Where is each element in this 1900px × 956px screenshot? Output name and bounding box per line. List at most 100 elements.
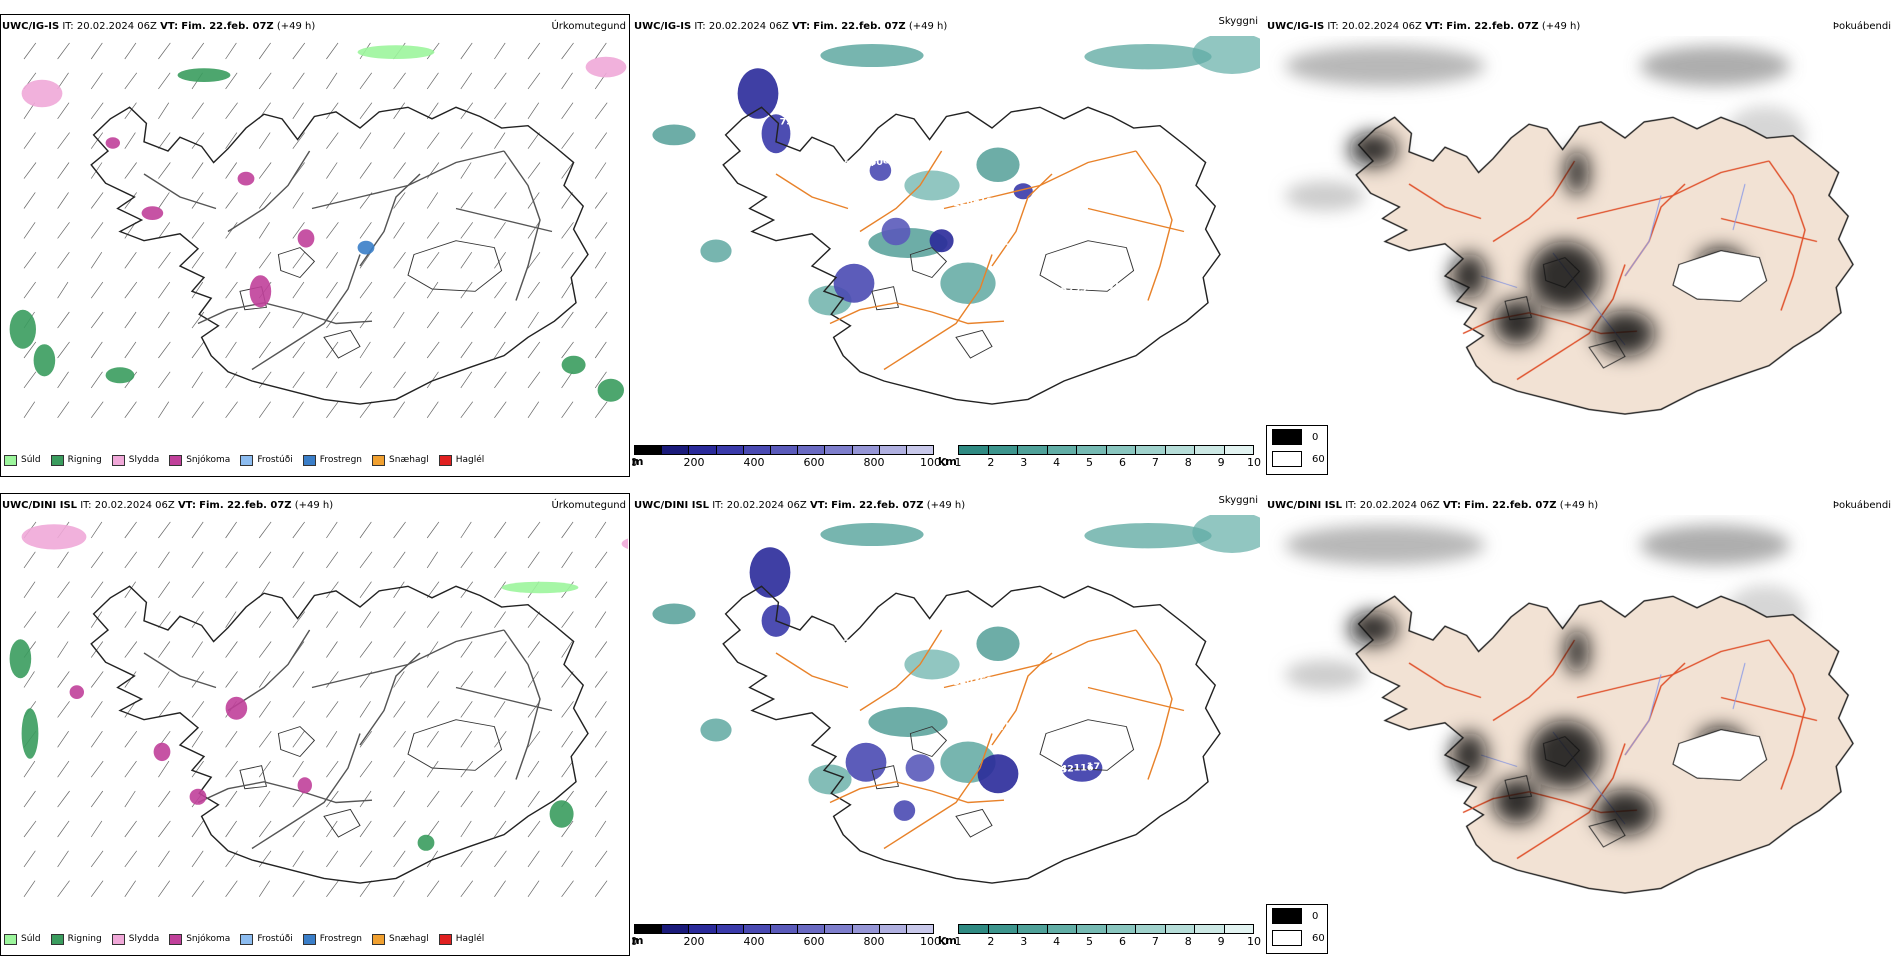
colorbar-bin xyxy=(743,925,771,933)
colorbar-bin xyxy=(879,925,907,933)
visibility-value-label: 73 xyxy=(1034,287,1047,298)
colorbar-bin xyxy=(662,446,690,454)
visibility-value-label: 62 xyxy=(756,849,769,860)
colorbar-tick-label: 400 xyxy=(743,456,765,469)
fog-map xyxy=(1285,525,1854,894)
precip-legend-item: Slydda xyxy=(111,933,159,945)
visibility-value-label: 190 xyxy=(846,111,866,122)
visibility-value-label: 106 xyxy=(1010,241,1030,252)
colorbar-bin xyxy=(1136,925,1166,933)
visibility-value-label: 97 xyxy=(1034,766,1047,777)
colorbar-tick-label: 10 xyxy=(1247,456,1261,469)
visibility-value-label: 116 xyxy=(1074,762,1094,773)
panel-precip-row1: UWC/IG-IS IT: 20.02.2024 06Z VT: Fim. 22… xyxy=(0,14,630,477)
panel-fog-row2: UWC/DINI ISL IT: 20.02.2024 06Z VT: Fim.… xyxy=(1265,493,1895,956)
legend-label: Snjókoma xyxy=(186,455,231,465)
visibility-value-label: 77 xyxy=(997,242,1010,253)
precip-legend-item: Snæhagl xyxy=(372,933,429,945)
legend-swatch xyxy=(302,933,316,945)
visibility-value-label: 37 xyxy=(732,324,745,335)
colorbar-bin xyxy=(1077,446,1107,454)
panel-fog-row1: UWC/IG-IS IT: 20.02.2024 06Z VT: Fim. 22… xyxy=(1265,14,1895,477)
legend-swatch xyxy=(1272,930,1302,946)
colorbar-bin xyxy=(743,446,771,454)
visibility-value-label: 82 xyxy=(883,156,896,167)
legend-swatch xyxy=(1272,908,1302,924)
colorbar-tick-label: 8 xyxy=(1184,935,1192,948)
panel-type-label: Skyggni xyxy=(1218,495,1258,506)
visibility-value-label: 80 xyxy=(907,202,921,213)
panel-visibility-row1: UWC/IG-IS IT: 20.02.2024 06Z VT: Fim. 22… xyxy=(632,14,1262,477)
visibility-value-label: 122 xyxy=(970,723,990,734)
colorbar-bin xyxy=(959,925,989,933)
legend-swatch xyxy=(372,454,386,466)
legend-swatch xyxy=(50,454,64,466)
legend-label: 0 xyxy=(1312,910,1319,922)
fog-map xyxy=(1285,46,1854,415)
visibility-value-label: 93 xyxy=(1098,808,1111,819)
legend-swatch xyxy=(111,454,125,466)
legend-label: 0 xyxy=(1312,431,1319,443)
legend-swatch xyxy=(438,454,452,466)
colorbar-bin xyxy=(1165,446,1195,454)
legend-label: Frostregn xyxy=(319,934,363,944)
colorbar-tick-label: 4 xyxy=(1053,456,1061,469)
colorbar-tick-label: 2 xyxy=(987,935,995,948)
legend-swatch xyxy=(111,933,125,945)
colorbar-bin xyxy=(1224,925,1253,933)
colorbar-bin xyxy=(1047,446,1077,454)
legend-label: Slydda xyxy=(128,455,160,465)
visibility-value-label: 229 xyxy=(909,154,929,165)
colorbar-tick-label: 1000 xyxy=(920,935,948,948)
colorbar-tick-label: 5 xyxy=(1086,935,1094,948)
legend-swatch xyxy=(169,933,183,945)
visibility-value-label: 17 xyxy=(1036,239,1049,250)
visibility-value-label: 125 xyxy=(907,681,927,692)
legend-swatch xyxy=(240,454,254,466)
visibility-value-label: 102 xyxy=(984,722,1004,733)
legend-label: Snæhagl xyxy=(389,455,429,465)
colorbar-bin xyxy=(1047,925,1077,933)
colorbar-tick-label: 5 xyxy=(1086,456,1094,469)
visibility-value-label: 111 xyxy=(716,553,736,564)
visibility-value-label: 63 xyxy=(806,114,819,125)
visibility-value-label: 60 xyxy=(1010,720,1024,731)
fog-legend-item: 60 xyxy=(1267,448,1327,470)
panel-type-label: Þokuábendi xyxy=(1832,500,1891,511)
colorbar-bin xyxy=(988,925,1018,933)
visibility-value-label: 128 xyxy=(782,846,802,857)
legend-label: Snæhagl xyxy=(389,934,429,944)
visibility-value-label: 85 xyxy=(819,592,832,603)
colorbar-bin xyxy=(1106,925,1136,933)
precip-legend-item: Frostúði xyxy=(240,933,293,945)
colorbar-tick-label: 2 xyxy=(987,456,995,469)
colorbar-bin xyxy=(1018,925,1048,933)
legend-swatch xyxy=(302,454,316,466)
visibility-value-label: 107 xyxy=(960,676,980,687)
colorbar-tick-label: 7 xyxy=(1151,935,1159,948)
colorbar-bin xyxy=(852,446,880,454)
visibility-value-label: 62 xyxy=(920,201,933,212)
precip-legend-item: Frostregn xyxy=(302,454,362,466)
colorbar-tick-label: 3 xyxy=(1020,456,1028,469)
visibility-value-label: 85 xyxy=(933,200,946,211)
colorbar-bin xyxy=(988,446,1018,454)
precip-legend-item: Súld xyxy=(4,454,41,466)
precip-legend: Súld Rigning Slydda Snjókoma Frostúði Frostre… xyxy=(4,930,484,948)
visibility-value-label: 127 xyxy=(856,158,876,169)
visibility-value-label: 269 xyxy=(960,197,980,208)
colorbar-tick-label: 0 xyxy=(632,456,638,469)
precip-legend-item: Frostregn xyxy=(302,933,363,945)
colorbar-tick-label: 9 xyxy=(1217,456,1225,469)
visibility-value-label: 101 xyxy=(769,848,789,859)
colorbar-tick-label: 800 xyxy=(863,456,885,469)
visibility-colorbar-m: 0 200 400 600 800 1000 m xyxy=(632,445,948,475)
visibility-map: 1117560809073748711812762631211611863608… xyxy=(652,36,1260,405)
precip-legend-item: Frostúði xyxy=(240,454,293,466)
legend-label: 60 xyxy=(1312,453,1325,465)
visibility-value-label: 115 xyxy=(769,369,789,380)
visibility-value-label: 99 xyxy=(742,850,755,861)
visibility-value-label: 14 xyxy=(1137,805,1151,816)
precip-legend-item: Slydda xyxy=(111,454,160,466)
visibility-value-label: 132 xyxy=(846,590,866,601)
